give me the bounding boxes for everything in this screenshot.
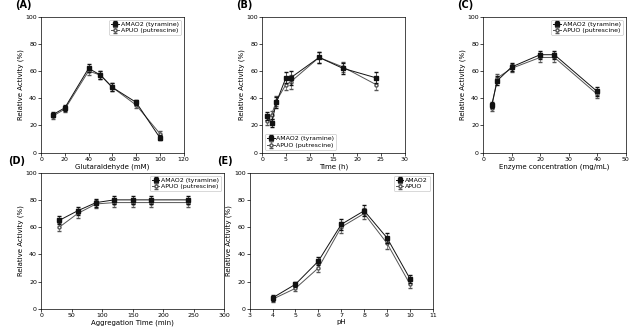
Y-axis label: Relative Activity (%): Relative Activity (%) (226, 205, 233, 276)
Y-axis label: Relative Activity (%): Relative Activity (%) (459, 49, 466, 120)
Legend: AMAO2 (tyramine), APUO (putrescine): AMAO2 (tyramine), APUO (putrescine) (265, 134, 336, 150)
X-axis label: Time (h): Time (h) (319, 163, 348, 170)
Y-axis label: Relative Activity (%): Relative Activity (%) (18, 205, 24, 276)
Text: (D): (D) (8, 156, 25, 166)
Y-axis label: Relative Activity (%): Relative Activity (%) (238, 49, 245, 120)
Legend: AMAO2 (tyramine), APUO (putrescine): AMAO2 (tyramine), APUO (putrescine) (150, 176, 221, 191)
Text: (C): (C) (458, 0, 473, 10)
X-axis label: pH: pH (336, 319, 346, 325)
Text: (B): (B) (236, 0, 253, 10)
Legend: AMAO2 (tyramine), APUO (putrescine): AMAO2 (tyramine), APUO (putrescine) (552, 20, 623, 35)
X-axis label: Glutaraldehyde (mM): Glutaraldehyde (mM) (75, 163, 150, 170)
Text: (A): (A) (15, 0, 32, 10)
X-axis label: Enzyme concentration (mg/mL): Enzyme concentration (mg/mL) (499, 163, 610, 170)
Y-axis label: Relative Activity (%): Relative Activity (%) (18, 49, 24, 120)
Legend: AMAO2 (tyramine), APUO (putrescine): AMAO2 (tyramine), APUO (putrescine) (109, 20, 181, 35)
Text: (E): (E) (217, 156, 233, 166)
X-axis label: Aggregation Time (min): Aggregation Time (min) (91, 319, 174, 326)
Legend: AMAO2, APUO: AMAO2, APUO (394, 176, 430, 191)
